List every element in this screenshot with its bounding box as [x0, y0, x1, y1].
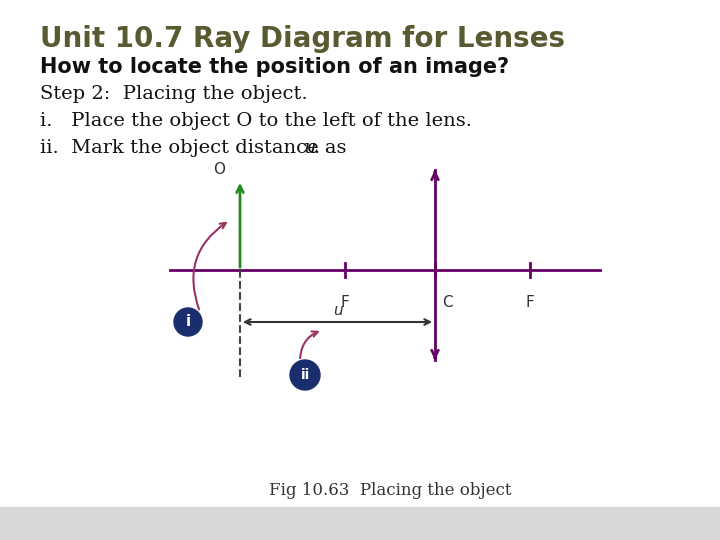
- Text: Fig 10.63  Placing the object: Fig 10.63 Placing the object: [269, 482, 511, 499]
- Text: ii: ii: [300, 368, 310, 382]
- Text: i.   Place the object O to the left of the lens.: i. Place the object O to the left of the…: [40, 112, 472, 130]
- Text: O: O: [213, 162, 225, 177]
- Text: F: F: [526, 295, 534, 310]
- Text: Unit 10.7 Ray Diagram for Lenses: Unit 10.7 Ray Diagram for Lenses: [40, 25, 565, 53]
- Text: F: F: [341, 295, 349, 310]
- Text: How to locate the position of an image?: How to locate the position of an image?: [40, 57, 509, 77]
- Text: u: u: [333, 303, 342, 318]
- Text: .: .: [313, 139, 319, 157]
- Text: u: u: [304, 139, 317, 157]
- Text: Step 2:  Placing the object.: Step 2: Placing the object.: [40, 85, 307, 103]
- Text: C: C: [441, 295, 452, 310]
- Bar: [0, 507, 720, 540]
- Circle shape: [174, 308, 202, 336]
- Text: ii.  Mark the object distance as: ii. Mark the object distance as: [40, 139, 353, 157]
- Text: i: i: [186, 314, 191, 329]
- Circle shape: [290, 360, 320, 390]
